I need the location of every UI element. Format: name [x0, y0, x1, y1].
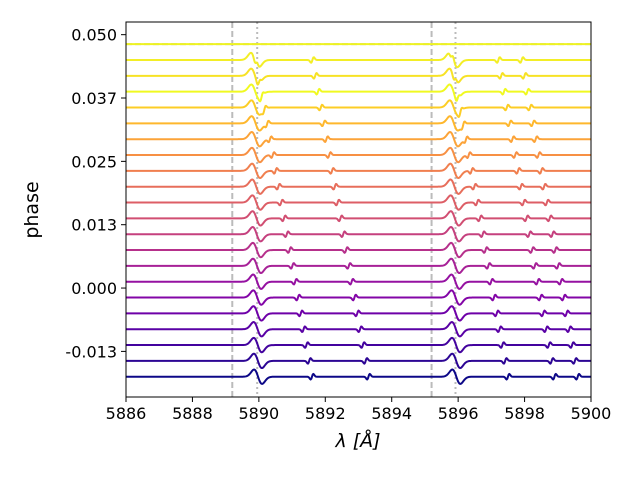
reference-lines — [126, 22, 591, 397]
spectrum-series-7 — [125, 257, 592, 275]
spectrum-series-4 — [125, 305, 592, 322]
x-axis-label: λ [Å] — [334, 429, 380, 452]
y-tick-label: 0.025 — [71, 152, 117, 171]
x-tick-label: 5894 — [371, 404, 412, 423]
x-tick-label: 5888 — [172, 404, 213, 423]
x-tick-label: 5898 — [504, 404, 545, 423]
x-tick-label: 5890 — [238, 404, 279, 423]
y-axis-label: phase — [21, 181, 43, 238]
x-tick-label: 5886 — [106, 404, 147, 423]
x-tick-label: 5892 — [305, 404, 346, 423]
x-tick-label: 5896 — [438, 404, 479, 423]
y-tick-label: 0.050 — [71, 26, 117, 45]
spectrum-series-16 — [125, 115, 592, 132]
y-tick-label: 0.037 — [71, 89, 117, 108]
spectrum-series-1 — [125, 352, 592, 370]
spectrum-series-17 — [125, 99, 592, 118]
spectrum-series-8 — [125, 241, 592, 259]
spectrum-series-10 — [125, 210, 592, 227]
spectrum-series-20 — [125, 51, 592, 69]
plot-frame — [125, 21, 592, 398]
y-tick-label: 0.013 — [71, 216, 117, 235]
spectrum-series-5 — [125, 289, 592, 306]
spectrum-series-14 — [125, 146, 592, 164]
spectrum-series-18 — [125, 83, 592, 103]
spectrum-series-9 — [125, 226, 592, 243]
x-axis-ticks: 5886 5888 5890 5892 5894 5896 5898 5900 — [106, 397, 612, 423]
spectrum-series-19 — [125, 67, 592, 86]
spectrum-series-3 — [125, 321, 592, 338]
spectrum-series-15 — [125, 131, 592, 148]
spectrum-series-0 — [125, 368, 592, 385]
y-tick-label: -0.013 — [65, 342, 117, 361]
y-tick-label: 0.000 — [71, 279, 117, 298]
spectrum-series-6 — [125, 273, 592, 290]
spectrum-series-2 — [125, 336, 592, 354]
spectrum-series-12 — [125, 178, 592, 195]
series-lines — [125, 43, 592, 385]
x-tick-label: 5900 — [571, 404, 612, 423]
spectrum-series-11 — [125, 194, 592, 211]
y-axis-ticks: -0.013 0.000 0.013 0.025 0.037 0.050 — [65, 26, 126, 361]
spectrum-series-13 — [125, 162, 592, 180]
